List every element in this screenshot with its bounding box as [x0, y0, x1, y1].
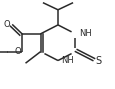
Text: O: O: [4, 20, 10, 29]
Text: O: O: [14, 47, 21, 56]
Text: S: S: [95, 56, 101, 66]
Text: NH: NH: [61, 56, 74, 65]
Text: NH: NH: [78, 29, 91, 38]
